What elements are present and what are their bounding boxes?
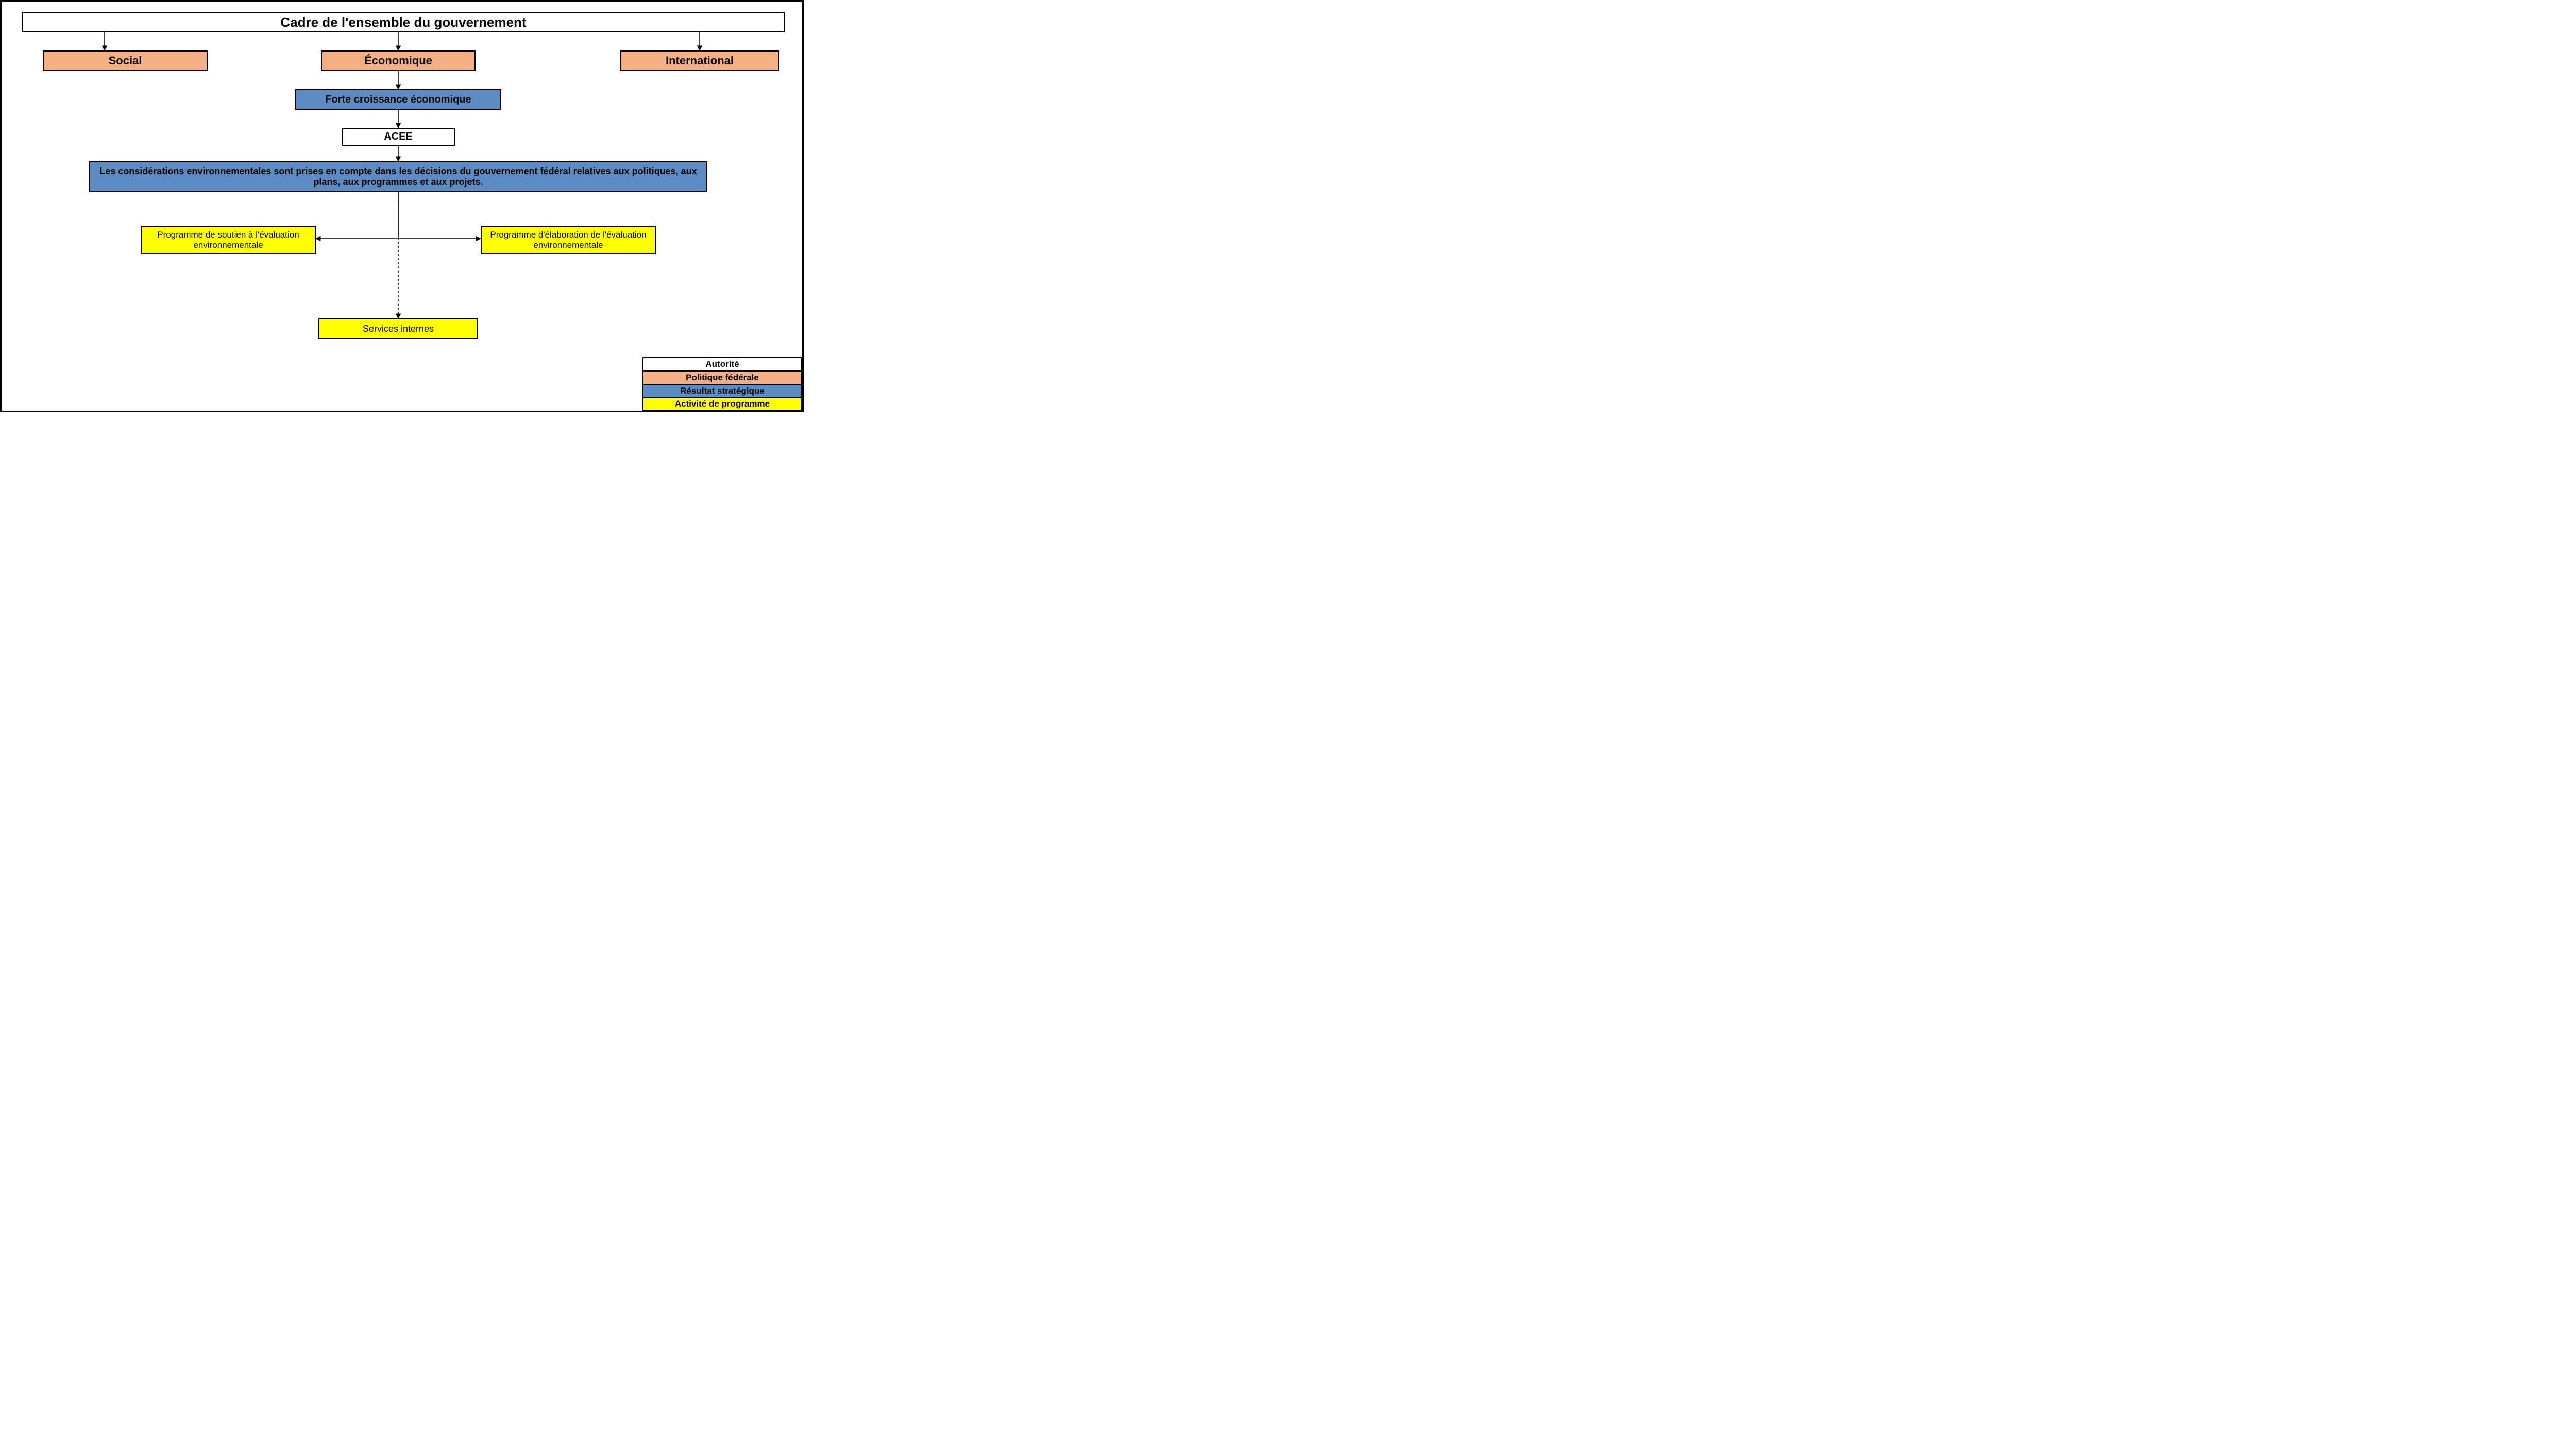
org-diagram: Cadre de l'ensemble du gouvernement Soci… [0, 0, 804, 412]
legend-item-policy: Politique fédérale [642, 370, 802, 384]
node-programme-elaboration: Programme d'élaboration de l'évaluation … [481, 226, 656, 254]
node-acee: ACEE [342, 128, 455, 146]
node-economique: Économique [321, 50, 476, 71]
node-international: International [620, 50, 779, 71]
node-title: Cadre de l'ensemble du gouvernement [22, 12, 785, 32]
node-considerations: Les considérations environnementales son… [89, 161, 707, 192]
node-croissance: Forte croissance économique [295, 89, 501, 110]
node-programme-soutien: Programme de soutien à l'évaluation envi… [141, 226, 316, 254]
legend-item-strategic: Résultat stratégique [642, 384, 802, 397]
legend: Autorité Politique fédérale Résultat str… [642, 357, 802, 411]
legend-item-program: Activité de programme [642, 397, 802, 411]
node-social: Social [43, 50, 208, 71]
legend-item-authority: Autorité [642, 357, 802, 370]
node-services-internes: Services internes [318, 318, 478, 339]
